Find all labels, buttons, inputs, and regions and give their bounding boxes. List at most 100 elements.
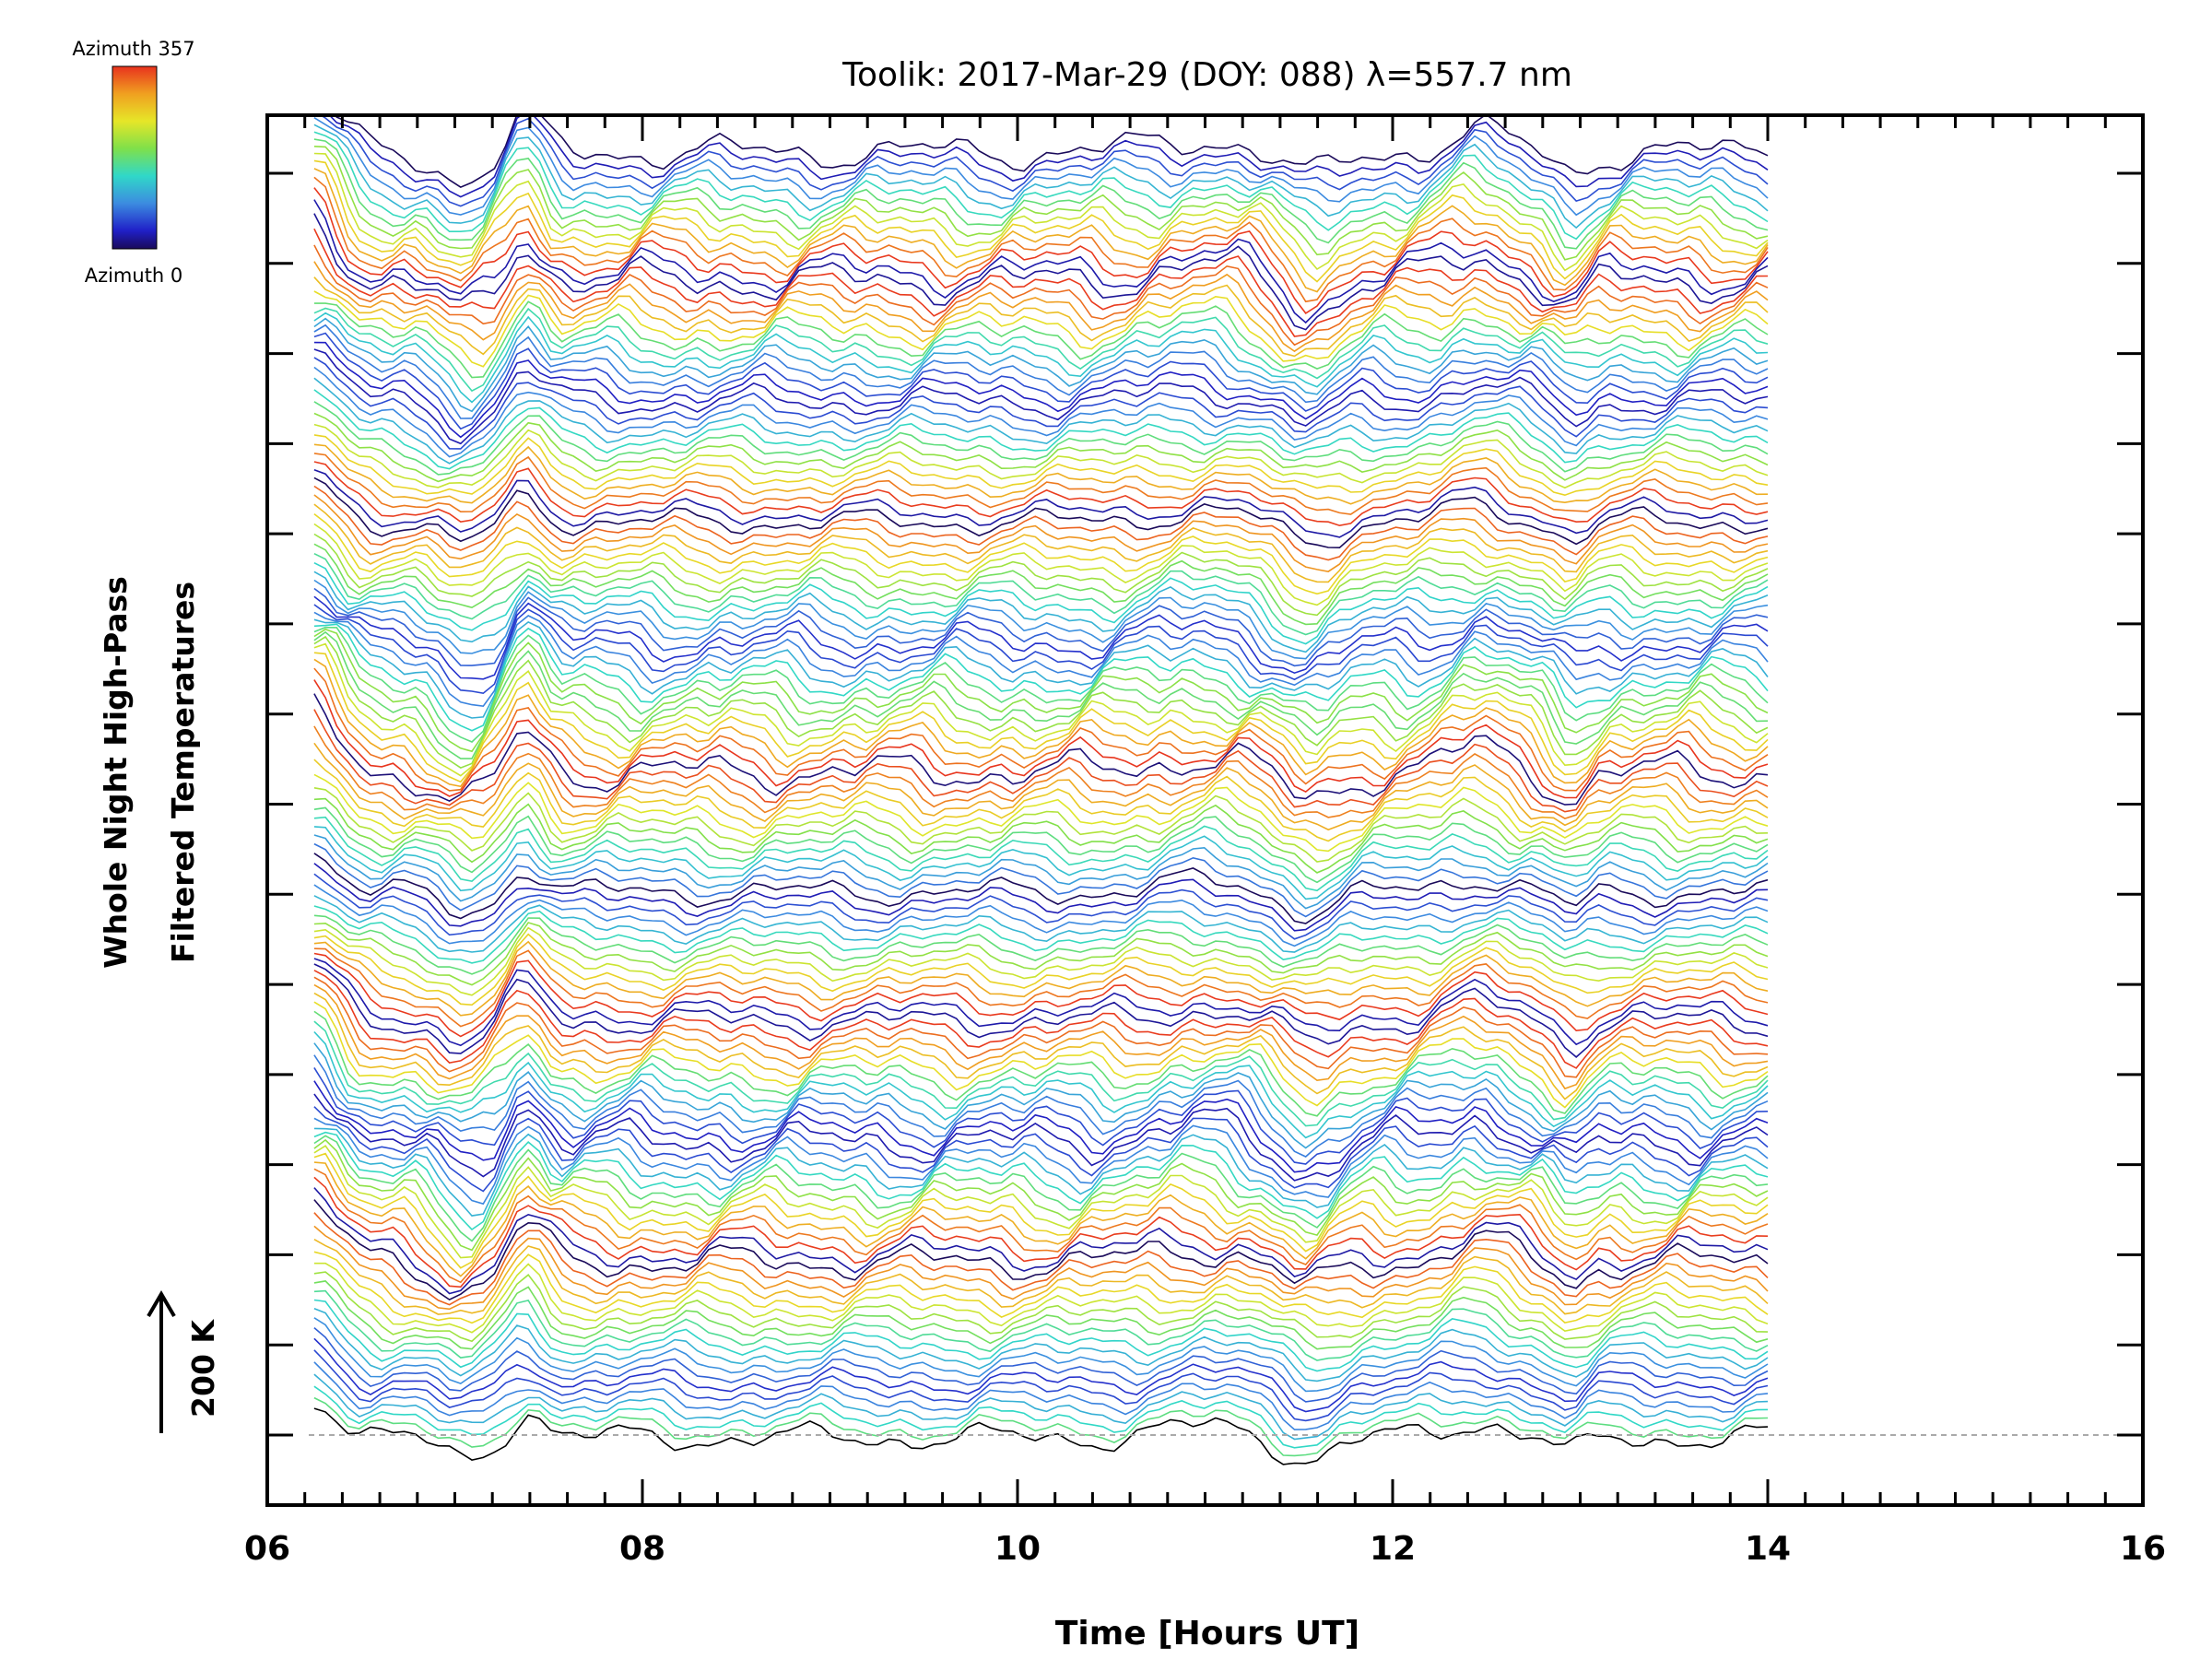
series-line (313, 1001, 1769, 1109)
series-line (313, 958, 1769, 1047)
x-tick-label: 12 (1370, 1530, 1416, 1568)
series-line (313, 992, 1769, 1100)
chart-title: Toolik: 2017-Mar-29 (DOY: 088) λ=557.7 n… (841, 56, 1572, 94)
series-line (313, 709, 1769, 813)
series-line (313, 806, 1769, 884)
series-line (313, 552, 1769, 636)
series-line (313, 1251, 1769, 1324)
series-line (313, 1054, 1769, 1158)
series-line (313, 1066, 1769, 1165)
series-line (313, 131, 1769, 241)
series-line (313, 124, 1769, 229)
series-line (313, 963, 1769, 1058)
series-line (313, 1280, 1769, 1350)
series-line (313, 658, 1769, 788)
series-line (313, 1262, 1769, 1334)
series-line (313, 332, 1769, 430)
series-line (319, 115, 1769, 207)
series-line (313, 377, 1769, 465)
series-line (313, 461, 1769, 527)
series-line (313, 623, 1769, 732)
series-line (313, 1117, 1769, 1206)
series-line (313, 159, 1769, 283)
series-line (313, 1145, 1769, 1259)
series-line (313, 468, 1769, 538)
x-tick-label: 14 (1745, 1530, 1791, 1568)
series-line (313, 146, 1769, 261)
series-line (313, 595, 1769, 680)
series-lines (313, 115, 1769, 1465)
series-line (313, 434, 1769, 497)
series-line (328, 115, 1769, 198)
series-line (313, 1407, 1769, 1465)
colorbar-bottom-label: Azimuth 0 (85, 265, 183, 287)
colorbar-top-label: Azimuth 357 (72, 38, 194, 60)
series-line (313, 1337, 1769, 1413)
scale-arrow (147, 1290, 176, 1433)
series-line (313, 1299, 1769, 1372)
series-line (313, 1317, 1769, 1393)
series-line (313, 611, 1769, 708)
series-line (313, 1127, 1769, 1217)
series-line (313, 618, 1769, 719)
series-line (313, 642, 1769, 777)
series-line (313, 423, 1769, 489)
series-line (313, 626, 1769, 743)
series-line (313, 759, 1769, 842)
series-line (313, 357, 1769, 450)
series-line (313, 926, 1769, 996)
series-line (313, 187, 1769, 314)
series-line (313, 389, 1769, 470)
series-line (313, 873, 1769, 940)
series-line (313, 1385, 1769, 1449)
series-line (313, 571, 1769, 653)
series-line (313, 983, 1769, 1090)
series-line (313, 940, 1769, 1017)
series-line (313, 1168, 1769, 1284)
series-line (313, 635, 1769, 769)
series-line (313, 341, 1769, 439)
series-line (313, 503, 1769, 583)
series-line (313, 1176, 1769, 1288)
series-line (313, 1042, 1769, 1149)
scale-label: 200 K (185, 1319, 221, 1418)
series-line (313, 366, 1769, 458)
series-line (313, 485, 1769, 561)
series-line (313, 1326, 1769, 1403)
x-tick-label: 10 (994, 1530, 1041, 1568)
series-line (334, 115, 1769, 189)
series-line (313, 1271, 1769, 1343)
series-line (313, 773, 1769, 853)
series-line (313, 1199, 1769, 1301)
series-line (313, 842, 1769, 918)
series-line (313, 1212, 1769, 1306)
series-line (313, 276, 1769, 358)
series-line (313, 1010, 1769, 1117)
series-line (313, 443, 1769, 505)
series-line (313, 324, 1769, 419)
series-line (313, 834, 1769, 910)
series-line (313, 1349, 1769, 1422)
series-line (313, 199, 1769, 324)
series-line (313, 1289, 1769, 1361)
series-line (313, 494, 1769, 572)
series-line (313, 1361, 1769, 1430)
series-line (313, 1187, 1769, 1295)
series-line (313, 401, 1769, 476)
series-line (313, 667, 1769, 792)
series-line (313, 970, 1769, 1069)
series-line (313, 317, 1769, 413)
series-line (313, 453, 1769, 515)
x-tick-labels: 06 08 10 12 14 16 (244, 1530, 2166, 1568)
x-tick-label: 16 (2120, 1530, 2166, 1568)
series-line (313, 168, 1769, 293)
series-line (313, 1093, 1769, 1182)
series-line (313, 679, 1769, 799)
x-axis-label: Time [Hours UT] (1055, 1615, 1359, 1653)
series-line (313, 884, 1769, 947)
series-line (313, 176, 1769, 303)
series-line (313, 895, 1769, 953)
series-line (313, 1225, 1769, 1311)
series-line (313, 947, 1769, 1028)
y-axis-label-line2: Filtered Temperatures (165, 582, 201, 963)
